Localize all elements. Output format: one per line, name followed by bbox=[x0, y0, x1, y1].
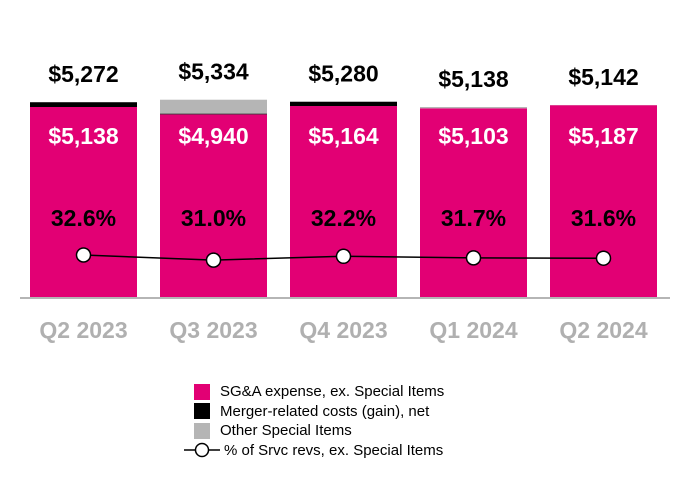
total-label: $5,138 bbox=[438, 66, 509, 92]
category-label: Q3 2023 bbox=[169, 317, 257, 343]
legend-item-sga: SG&A expense, ex. Special Items bbox=[184, 382, 444, 402]
percent-marker bbox=[75, 247, 92, 263]
legend-label: Other Special Items bbox=[220, 422, 352, 440]
percent-marker bbox=[465, 250, 482, 266]
legend-label: % of Srvc revs, ex. Special Items bbox=[224, 441, 444, 459]
bar-segment-other bbox=[160, 99, 267, 114]
bar-segment-other bbox=[420, 107, 527, 109]
bar-segment-sga bbox=[290, 106, 397, 298]
legend: SG&A expense, ex. Special Items Merger-r… bbox=[184, 382, 444, 460]
sga-value-label: $5,103 bbox=[438, 123, 508, 149]
legend-item-other: Other Special Items bbox=[184, 421, 444, 441]
total-label: $5,272 bbox=[48, 61, 118, 87]
percent-label: 31.6% bbox=[571, 205, 636, 231]
legend-swatch bbox=[194, 422, 210, 439]
category-label: Q1 2024 bbox=[429, 317, 517, 343]
percent-marker bbox=[205, 252, 222, 268]
percent-label: 31.0% bbox=[181, 205, 246, 231]
legend-line-marker-icon bbox=[184, 443, 220, 458]
legend-swatch bbox=[194, 403, 210, 420]
legend-label: SG&A expense, ex. Special Items bbox=[220, 383, 445, 401]
sga-value-label: $5,164 bbox=[308, 123, 379, 149]
percent-marker bbox=[595, 250, 612, 266]
category-label: Q4 2023 bbox=[299, 317, 387, 343]
category-label: Q2 2024 bbox=[559, 317, 647, 343]
legend-label: Merger-related costs (gain), net bbox=[220, 402, 430, 420]
total-label: $5,334 bbox=[178, 59, 249, 85]
sga-value-label: $5,187 bbox=[568, 123, 638, 149]
bar-segment-sga bbox=[420, 108, 527, 298]
sga-value-label: $4,940 bbox=[178, 123, 248, 149]
category-label: Q2 2023 bbox=[39, 317, 127, 343]
percent-label: 32.2% bbox=[311, 205, 376, 231]
sga-value-label: $5,138 bbox=[48, 123, 119, 149]
bar-segment-merger bbox=[290, 101, 397, 107]
percent-label: 31.7% bbox=[441, 205, 506, 231]
percent-label: 32.6% bbox=[51, 205, 116, 231]
bar-segment-merger bbox=[30, 102, 137, 107]
legend-swatch bbox=[194, 383, 210, 400]
total-label: $5,280 bbox=[308, 61, 378, 87]
legend-item-merger: Merger-related costs (gain), net bbox=[184, 402, 444, 422]
percent-marker bbox=[335, 248, 352, 265]
total-label: $5,142 bbox=[568, 64, 638, 90]
legend-item-percent: % of Srvc revs, ex. Special Items bbox=[184, 441, 444, 461]
bar-segment-merger bbox=[160, 113, 267, 115]
bar-segment-sga bbox=[30, 107, 137, 298]
